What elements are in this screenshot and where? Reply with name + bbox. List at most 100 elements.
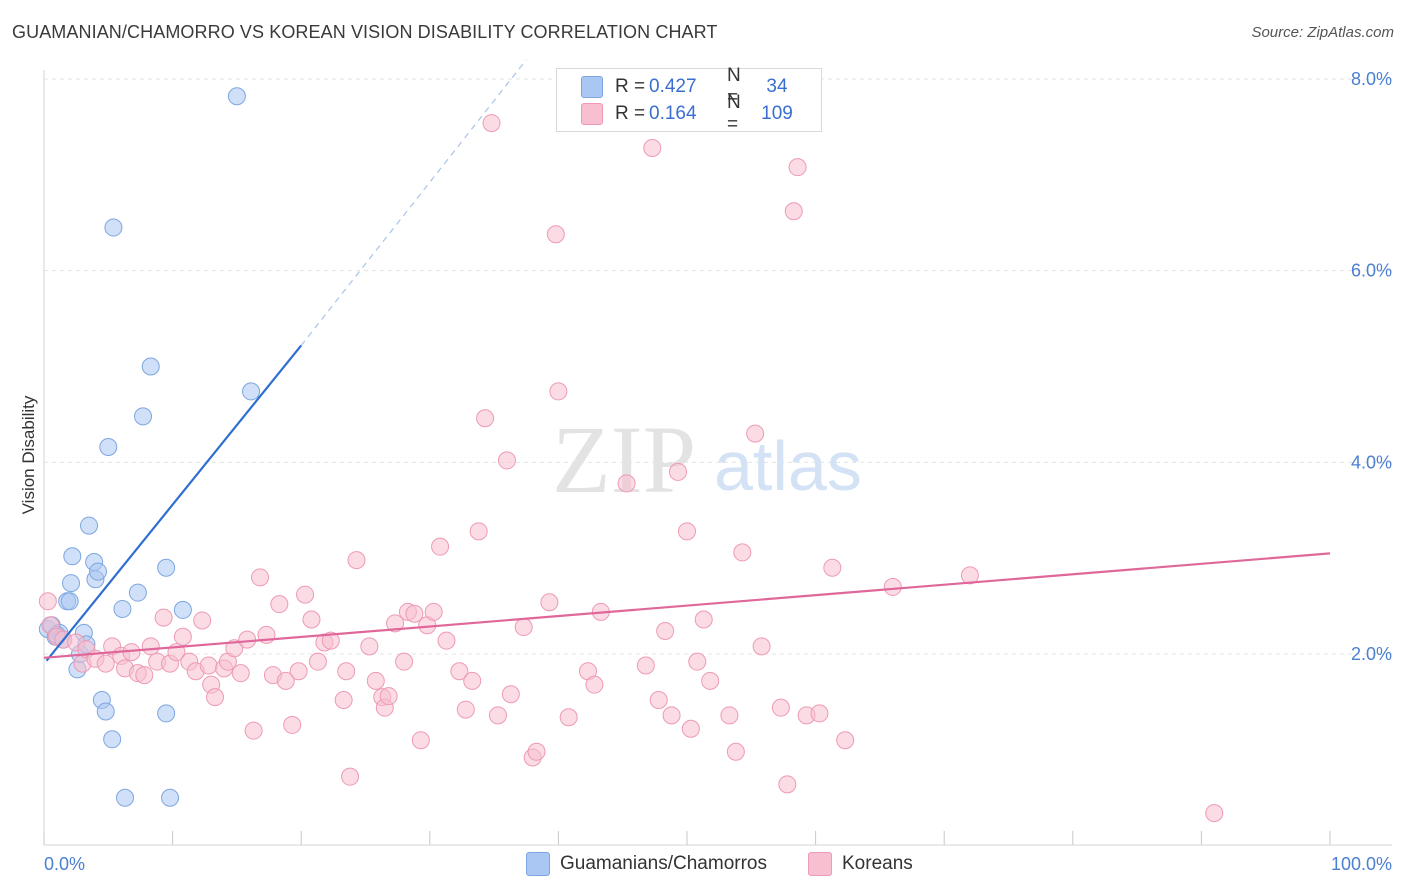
korean-point[interactable] — [733, 543, 752, 562]
korean-point[interactable] — [488, 706, 507, 725]
korean-point[interactable] — [883, 577, 902, 596]
korean-point[interactable] — [726, 742, 745, 761]
korean-point[interactable] — [244, 721, 263, 740]
korean-point[interactable] — [823, 558, 842, 577]
korean-point[interactable] — [225, 639, 244, 658]
korean-point[interactable] — [366, 671, 385, 690]
korean-point[interactable] — [694, 610, 713, 629]
korean-point[interactable] — [450, 662, 469, 681]
korean-point[interactable] — [788, 158, 807, 177]
korean-point[interactable] — [784, 202, 803, 221]
korean-point[interactable] — [289, 662, 308, 681]
korean-point[interactable] — [231, 664, 250, 683]
korean-point[interactable] — [173, 627, 192, 646]
korean-point[interactable] — [668, 462, 687, 481]
guamanian-point[interactable] — [89, 562, 108, 581]
korean-point[interactable] — [141, 637, 160, 656]
guamanian-point[interactable] — [104, 218, 123, 237]
korean-point[interactable] — [746, 424, 765, 443]
korean-point[interactable] — [296, 585, 315, 604]
korean-point[interactable] — [585, 675, 604, 694]
korean-point[interactable] — [206, 688, 225, 707]
korean-point[interactable] — [501, 685, 520, 704]
korean-point[interactable] — [1205, 804, 1224, 823]
korean-point[interactable] — [302, 610, 321, 629]
korean-point[interactable] — [771, 698, 790, 717]
korean-point[interactable] — [238, 630, 257, 649]
guamanian-point[interactable] — [62, 574, 81, 593]
korean-point[interactable] — [283, 715, 302, 734]
korean-point[interactable] — [424, 602, 443, 621]
korean-point[interactable] — [38, 592, 57, 611]
korean-point[interactable] — [341, 767, 360, 786]
guamanian-point[interactable] — [128, 583, 147, 602]
korean-point[interactable] — [308, 652, 327, 671]
korean-point[interactable] — [656, 622, 675, 640]
korean-point[interactable] — [546, 225, 565, 244]
korean-point[interactable] — [836, 731, 855, 750]
korean-point[interactable] — [527, 742, 546, 761]
korean-point[interactable] — [334, 691, 353, 709]
guamanian-point[interactable] — [103, 730, 122, 749]
korean-point[interactable] — [270, 595, 289, 614]
korean-point[interactable] — [251, 568, 270, 587]
korean-point[interactable] — [778, 775, 797, 794]
korean-point[interactable] — [701, 671, 720, 690]
legend-item-guamanian[interactable]: Guamanians/Chamorros — [526, 852, 767, 876]
korean-point[interactable] — [678, 522, 696, 541]
korean-point[interactable] — [540, 593, 559, 612]
korean-point[interactable] — [321, 631, 340, 650]
guamanian-point[interactable] — [113, 599, 132, 618]
korean-point[interactable] — [636, 656, 655, 675]
guamanian-point[interactable] — [60, 592, 79, 611]
korean-point[interactable] — [405, 604, 424, 623]
legend-item-korean[interactable]: Koreans — [808, 852, 913, 876]
korean-point[interactable] — [688, 652, 707, 671]
korean-point[interactable] — [154, 608, 173, 627]
korean-point[interactable] — [649, 691, 668, 709]
guamanian-point[interactable] — [157, 704, 176, 723]
korean-point[interactable] — [469, 522, 488, 541]
korean-point[interactable] — [337, 662, 356, 681]
korean-point[interactable] — [476, 409, 495, 428]
korean-point[interactable] — [810, 704, 829, 723]
guamanian-point[interactable] — [242, 382, 261, 401]
korean-point[interactable] — [681, 719, 700, 738]
guamanian-point[interactable] — [173, 600, 192, 619]
korean-point[interactable] — [456, 700, 475, 719]
korean-point[interactable] — [514, 618, 533, 637]
korean-point[interactable] — [135, 666, 154, 685]
korean-point[interactable] — [662, 706, 681, 725]
korean-point[interactable] — [960, 566, 979, 585]
guamanian-point[interactable] — [96, 702, 115, 721]
korean-point[interactable] — [386, 614, 405, 633]
guamanian-point[interactable] — [134, 407, 153, 426]
korean-point[interactable] — [497, 451, 516, 470]
korean-point[interactable] — [643, 139, 662, 157]
korean-point[interactable] — [720, 706, 739, 725]
korean-point[interactable] — [347, 551, 366, 570]
korean-point[interactable] — [360, 637, 379, 656]
korean-point[interactable] — [199, 656, 218, 675]
guamanian-point[interactable] — [161, 788, 180, 807]
korean-point[interactable] — [379, 687, 398, 706]
guamanian-point[interactable] — [99, 438, 118, 456]
korean-point[interactable] — [549, 382, 568, 401]
korean-point[interactable] — [482, 114, 501, 133]
korean-point[interactable] — [431, 537, 450, 556]
korean-point[interactable] — [752, 637, 771, 656]
korean-point[interactable] — [617, 474, 636, 493]
korean-point[interactable] — [276, 671, 295, 690]
korean-point[interactable] — [96, 654, 115, 673]
guamanian-point[interactable] — [63, 547, 82, 566]
korean-point[interactable] — [395, 652, 414, 671]
guamanian-point[interactable] — [116, 788, 135, 807]
korean-point[interactable] — [559, 708, 578, 727]
korean-point[interactable] — [411, 731, 430, 750]
korean-point[interactable] — [437, 631, 456, 650]
guamanian-point[interactable] — [157, 558, 176, 577]
korean-point[interactable] — [193, 611, 212, 630]
guamanian-point[interactable] — [80, 516, 99, 535]
guamanian-point[interactable] — [227, 87, 246, 106]
korean-point[interactable] — [463, 671, 482, 690]
